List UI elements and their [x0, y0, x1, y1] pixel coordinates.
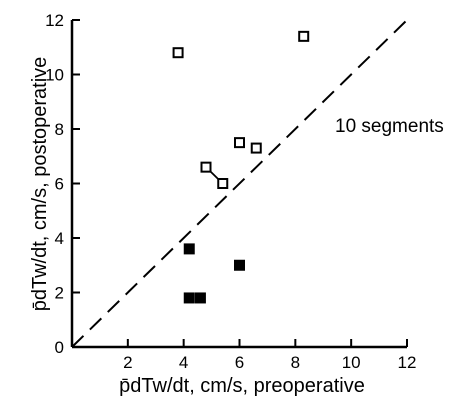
x-tick-label: 10	[342, 353, 361, 372]
x-tick-label: 12	[398, 353, 417, 372]
y-tick-label: 12	[45, 11, 64, 30]
filled-square-point	[183, 292, 195, 304]
open-square-point	[200, 161, 212, 173]
x-tick-label: 6	[235, 353, 244, 372]
open-square-point	[172, 47, 184, 59]
open-square-point	[250, 142, 262, 154]
open-square-point	[234, 137, 245, 149]
open-square-point	[298, 30, 310, 42]
y-tick-label: 8	[55, 120, 64, 139]
y-tick-label: 10	[45, 66, 64, 85]
y-tick-label: 2	[55, 284, 64, 303]
data-points	[172, 30, 310, 304]
y-tick-label: 4	[55, 229, 64, 248]
annotation-label: 10 segments	[335, 116, 444, 137]
identity-line	[71, 19, 408, 348]
filled-square-point	[234, 259, 245, 271]
filled-square-point	[194, 292, 206, 304]
y-tick-label: 0	[55, 338, 64, 357]
x-tick-label: 8	[291, 353, 300, 372]
y-tick-label: 6	[55, 175, 64, 194]
x-tick-label: 2	[123, 353, 132, 372]
open-square-point	[217, 178, 229, 189]
x-tick-label: 4	[179, 353, 188, 372]
filled-square-point	[183, 243, 195, 255]
y-axis-title: p̄dTw/dt, cm/s, postoperative	[29, 57, 51, 312]
y-ticks: 0 2 4 6 8 10 12	[45, 11, 80, 357]
x-axis-title: p̄dTw/dt, cm/s, preoperative	[119, 375, 365, 397]
x-ticks: 2 4 6 8 10 12	[123, 339, 416, 372]
